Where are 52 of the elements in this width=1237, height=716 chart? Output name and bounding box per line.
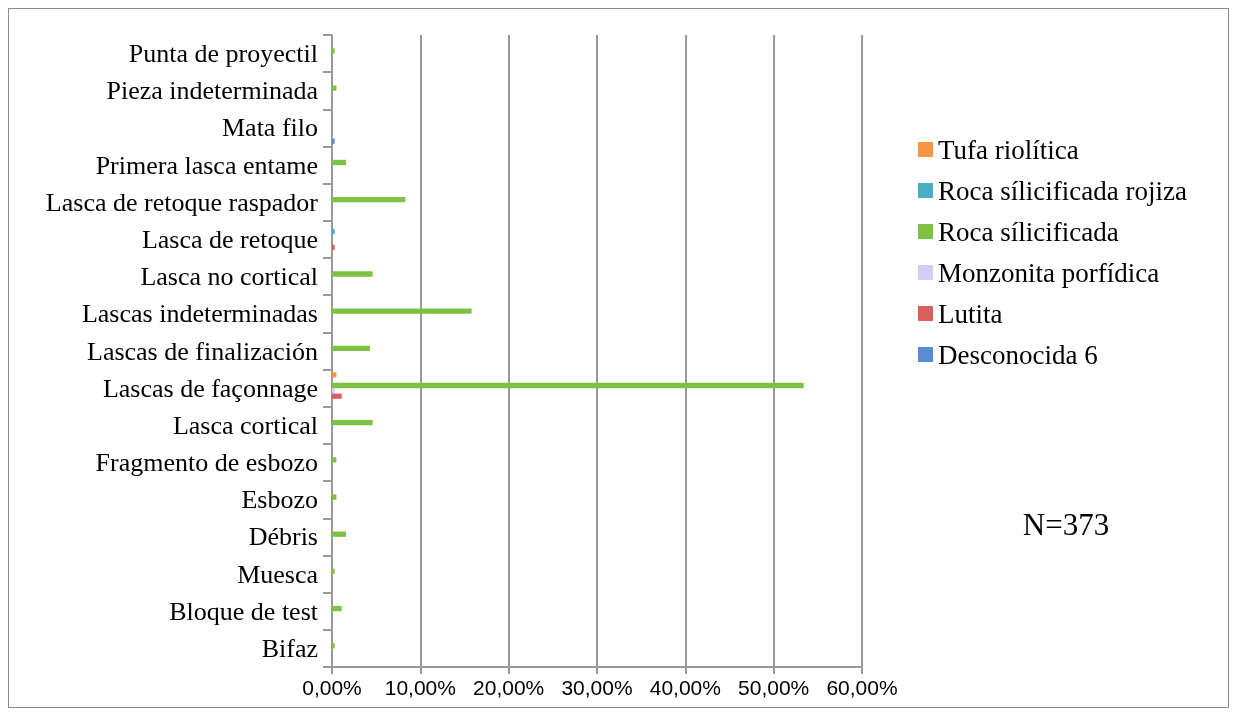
legend-label: Roca sílicificada xyxy=(938,216,1119,247)
bar xyxy=(332,85,337,91)
legend-label: Monzonita porfídica xyxy=(938,257,1160,288)
x-tick-label: 60,00% xyxy=(826,676,898,699)
legend-label: Desconocida 6 xyxy=(938,339,1098,370)
text: N=373 xyxy=(1022,506,1110,542)
y-tick-label: Primera lasca entame xyxy=(95,150,318,180)
x-tick-label: 20,00% xyxy=(473,676,545,699)
bar xyxy=(332,457,337,463)
y-tick-label: Pieza indeterminada xyxy=(106,76,319,106)
bar xyxy=(332,308,472,314)
y-tick-label: Mata filo xyxy=(221,113,318,143)
bar xyxy=(332,393,342,399)
y-tick-label: Bifaz xyxy=(261,633,318,663)
bar xyxy=(332,494,337,500)
bar xyxy=(332,382,804,389)
bar xyxy=(332,345,370,351)
bar xyxy=(332,643,335,649)
legend-label: Roca sílicificada rojiza xyxy=(938,175,1187,206)
x-tick-label: 10,00% xyxy=(384,676,456,699)
y-tick-label: Punta de proyectil xyxy=(128,39,318,69)
bar xyxy=(332,228,335,235)
legend-label: Lutita xyxy=(938,298,1003,329)
bar xyxy=(332,159,347,166)
y-tick-label: Bloque de test xyxy=(169,596,319,626)
bar xyxy=(332,138,335,144)
bar xyxy=(332,48,335,54)
bar xyxy=(332,568,335,575)
y-tick-label: Lascas indeterminadas xyxy=(81,299,318,329)
bar xyxy=(332,605,342,612)
bar xyxy=(332,372,337,378)
bar xyxy=(332,196,406,203)
x-tick-label: 40,00% xyxy=(649,676,721,699)
y-tick-label: Lasca cortical xyxy=(172,410,318,440)
y-tick-label: Muesca xyxy=(237,559,319,589)
y-tick-label: Lascas de façonnage xyxy=(102,373,318,403)
y-tick-label: Fragmento de esbozo xyxy=(95,448,318,478)
x-tick-label: 50,00% xyxy=(738,676,810,699)
bar xyxy=(332,420,373,426)
bar xyxy=(332,244,335,251)
bar xyxy=(332,271,373,277)
bar xyxy=(332,388,335,394)
legend-label: Tufa riolítica xyxy=(938,134,1079,165)
x-tick-label: 0,00% xyxy=(302,676,362,699)
y-tick-label: Esbozo xyxy=(241,485,318,515)
y-tick-label: Débris xyxy=(248,522,318,552)
y-tick-label: Lascas de finalización xyxy=(87,336,318,366)
y-tick-label: Lasca de retoque raspador xyxy=(45,187,319,217)
x-tick-label: 30,00% xyxy=(561,676,633,699)
y-tick-label: Lasca no cortical xyxy=(140,262,318,292)
y-tick-label: Lasca de retoque xyxy=(141,224,318,254)
bar xyxy=(332,531,347,537)
